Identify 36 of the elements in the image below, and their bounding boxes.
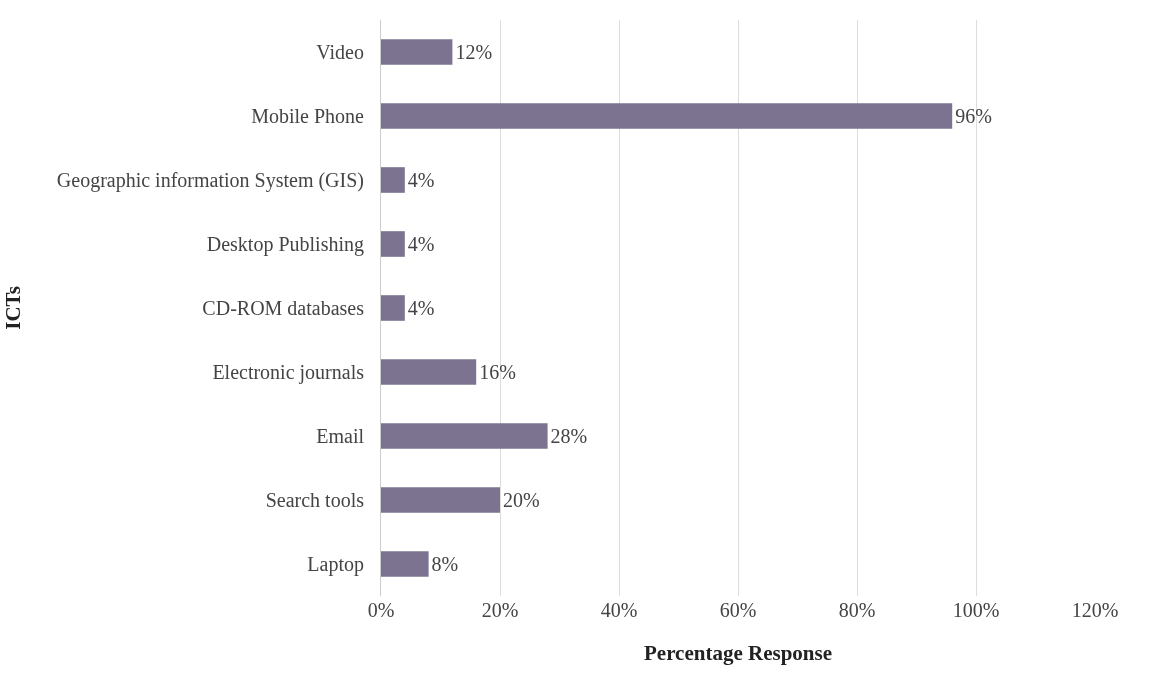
- y-tick-label: Laptop: [307, 553, 364, 576]
- x-tick-label: 40%: [600, 599, 638, 621]
- y-tick-label: Geographic information System (GIS): [56, 169, 364, 192]
- bar: [381, 167, 405, 193]
- x-tick-label: 0%: [367, 599, 395, 621]
- data-label: 16%: [479, 361, 516, 383]
- bar: [381, 423, 548, 449]
- bar: [381, 231, 405, 257]
- y-axis-title: ICTs: [0, 286, 25, 330]
- bar: [381, 103, 953, 129]
- y-tick-label: Electronic journals: [212, 361, 365, 384]
- x-tick-label: 80%: [838, 599, 876, 621]
- data-label: 96%: [955, 105, 992, 127]
- x-tick-label: 20%: [481, 599, 519, 621]
- bar: [381, 39, 453, 65]
- data-label: 4%: [407, 233, 435, 255]
- data-label: 20%: [503, 489, 540, 511]
- y-tick-label: CD-ROM databases: [202, 297, 365, 319]
- data-label: 4%: [407, 169, 435, 191]
- data-label: 8%: [431, 553, 459, 575]
- data-label: 28%: [550, 425, 588, 447]
- x-tick-label: 120%: [1071, 599, 1119, 621]
- y-tick-label: Email: [316, 425, 365, 447]
- x-tick-label: 100%: [952, 599, 1000, 621]
- bar: [381, 551, 429, 577]
- y-tick-label: Search tools: [265, 489, 365, 511]
- x-axis-title: Percentage Response: [644, 641, 832, 666]
- y-tick-label: Mobile Phone: [251, 105, 365, 127]
- bar: [381, 487, 500, 513]
- data-label: 4%: [407, 297, 435, 319]
- bar: [381, 359, 477, 385]
- bar: [381, 295, 405, 321]
- data-label: 12%: [455, 41, 493, 63]
- y-tick-label: Video: [316, 41, 364, 63]
- y-tick-label: Desktop Publishing: [206, 233, 364, 256]
- x-tick-label: 60%: [719, 599, 757, 621]
